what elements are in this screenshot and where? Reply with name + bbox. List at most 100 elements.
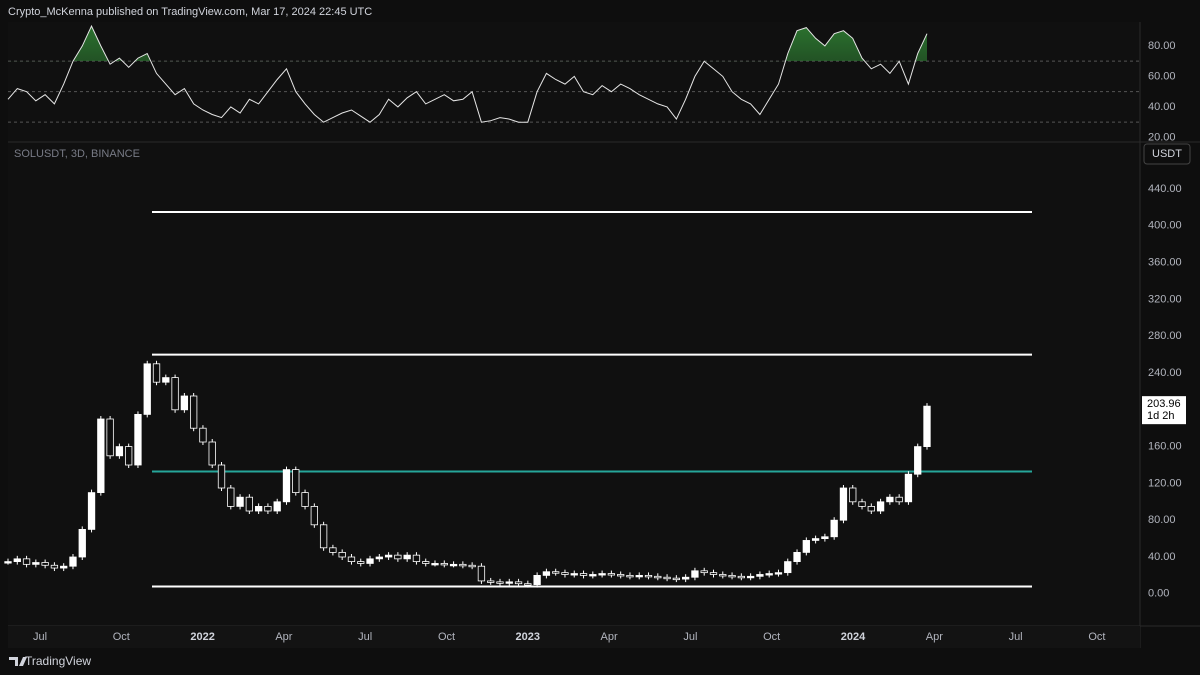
- y-tick-label: 440.00: [1148, 183, 1182, 195]
- y-tick-label: 160.00: [1148, 441, 1182, 453]
- candle: [97, 418, 105, 493]
- candle: [459, 563, 467, 567]
- x-tick-label: Apr: [275, 631, 292, 643]
- y-tick-label: 40.00: [1148, 551, 1176, 563]
- overbought-area: [73, 26, 927, 62]
- candle: [886, 496, 894, 503]
- x-tick-label: Oct: [763, 631, 780, 643]
- y-tick-label: 80.00: [1148, 514, 1176, 526]
- candle: [143, 363, 151, 415]
- candle: [811, 538, 820, 541]
- candle: [626, 575, 634, 578]
- candle: [700, 570, 708, 574]
- candle: [319, 524, 328, 549]
- y-tick-label: 20.00: [1148, 131, 1176, 143]
- candle: [607, 573, 616, 576]
- y-tick-label: 60.00: [1148, 70, 1176, 82]
- candle: [403, 554, 411, 560]
- candle: [524, 583, 532, 586]
- candle: [310, 505, 318, 526]
- candle: [737, 575, 745, 579]
- candle: [208, 441, 216, 466]
- candle: [895, 496, 903, 503]
- candle: [190, 395, 198, 429]
- candle: [440, 563, 448, 566]
- x-tick-label: Oct: [1088, 631, 1105, 643]
- candle: [180, 395, 189, 411]
- candle: [366, 558, 374, 564]
- candle: [914, 446, 922, 475]
- logo-icon: [9, 657, 27, 666]
- candle: [570, 573, 578, 576]
- candle: [533, 575, 541, 586]
- candle: [709, 572, 718, 575]
- candle: [245, 496, 254, 512]
- candle: [329, 547, 337, 553]
- candle: [236, 496, 244, 507]
- candle: [394, 554, 402, 560]
- candle: [765, 573, 773, 576]
- candle: [793, 552, 801, 563]
- candle: [644, 575, 653, 578]
- last-price-box: [1142, 396, 1186, 425]
- candle: [672, 577, 681, 581]
- candle: [69, 556, 77, 567]
- candle: [514, 581, 523, 585]
- candle: [821, 536, 829, 540]
- x-tick-label: Apr: [926, 631, 943, 643]
- candle: [347, 556, 356, 562]
- candle: [357, 561, 365, 564]
- y-tick-label: 320.00: [1148, 293, 1182, 305]
- candle: [60, 565, 68, 569]
- y-tick-label: 400.00: [1148, 220, 1182, 232]
- candle: [468, 564, 476, 568]
- candle: [561, 572, 569, 575]
- candle: [422, 561, 430, 564]
- candle: [839, 487, 848, 521]
- y-tick-label: 280.00: [1148, 330, 1182, 342]
- candle: [505, 581, 513, 584]
- candle: [338, 552, 346, 558]
- candle: [254, 505, 263, 512]
- x-tick-label: Jul: [683, 631, 697, 643]
- candle: [384, 554, 393, 558]
- candle: [115, 446, 124, 457]
- x-tick-label: 2022: [190, 631, 214, 643]
- candle: [78, 529, 86, 558]
- y-tick-label: 360.00: [1148, 257, 1182, 269]
- candle: [125, 446, 133, 466]
- candle: [134, 413, 142, 466]
- candle: [867, 505, 875, 512]
- currency-box: [1143, 143, 1191, 165]
- candle: [41, 562, 49, 566]
- x-tick-label: Apr: [601, 631, 618, 643]
- candle: [691, 570, 699, 578]
- last-price: 203.96: [1147, 398, 1181, 410]
- candle: [32, 562, 40, 565]
- y-tick-label: 40.00: [1148, 101, 1176, 113]
- x-tick-label: Jul: [358, 631, 372, 643]
- candle: [830, 519, 838, 538]
- candle: [431, 563, 439, 566]
- candle: [719, 574, 727, 577]
- candle: [412, 554, 421, 562]
- candle: [617, 574, 625, 577]
- plot-area: [8, 22, 1140, 626]
- candle: [728, 575, 736, 578]
- candle: [87, 492, 96, 530]
- candle: [746, 575, 755, 579]
- candle: [756, 574, 764, 577]
- candle: [13, 558, 21, 563]
- candle: [264, 505, 272, 512]
- candle: [152, 363, 161, 383]
- candle: [282, 469, 291, 503]
- candle: [904, 473, 913, 503]
- candle: [552, 571, 560, 574]
- candle: [199, 427, 207, 443]
- candle: [4, 561, 12, 564]
- tradingview-logo: TradingView: [9, 654, 91, 668]
- candle: [301, 492, 309, 507]
- candle: [22, 558, 31, 565]
